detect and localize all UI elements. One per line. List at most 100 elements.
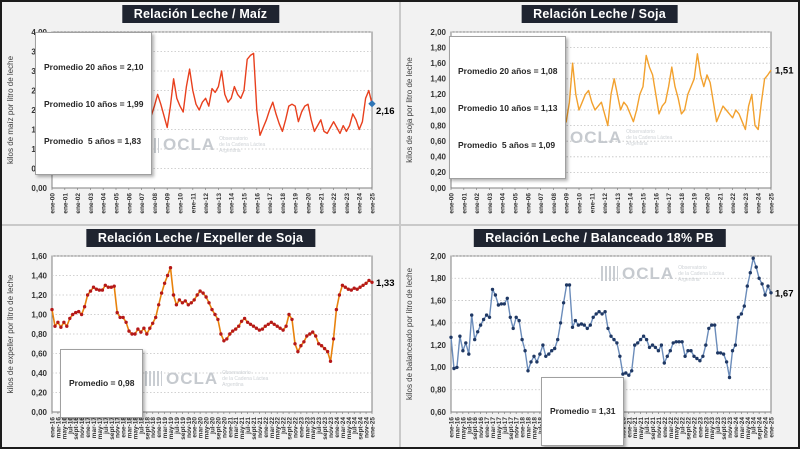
x-tick-label: sept-17 bbox=[508, 416, 515, 439]
x-tick-label: mar-24 bbox=[739, 416, 746, 438]
data-point-marker bbox=[237, 324, 241, 328]
data-point-marker bbox=[713, 322, 717, 327]
x-tick-label: ene-08 bbox=[551, 193, 558, 214]
data-point-marker bbox=[68, 316, 72, 320]
x-tick-label: may-20 bbox=[204, 416, 211, 439]
chart-panel-leche-balanceado: Relación Leche / Balanceado 18% PB 0,60 0… bbox=[401, 225, 798, 447]
data-point-marker bbox=[579, 321, 584, 326]
data-point-marker bbox=[650, 342, 655, 347]
data-point-marker bbox=[514, 315, 518, 319]
x-tick-label: mar-20 bbox=[198, 416, 205, 438]
x-tick-label: sept-24 bbox=[358, 416, 365, 439]
data-point-marker bbox=[638, 337, 643, 341]
x-tick-label: ene-01 bbox=[62, 193, 69, 214]
y-tick-label: 1,60 bbox=[430, 296, 446, 305]
legend-box-leche-soja: Promedio 20 años = 1,08 Promedio 10 años… bbox=[449, 36, 567, 180]
x-tick-label: ene-18 bbox=[679, 193, 686, 214]
average-label: Promedio = 1,31 bbox=[550, 406, 616, 417]
data-point-marker bbox=[564, 282, 569, 287]
data-point-marker bbox=[484, 312, 489, 317]
data-point-marker bbox=[242, 316, 247, 320]
x-tick-label: ene-25 bbox=[370, 416, 377, 437]
data-point-marker bbox=[535, 359, 539, 364]
data-point-marker bbox=[159, 290, 164, 295]
x-tick-label: mar-22 bbox=[668, 416, 675, 438]
data-point-marker bbox=[458, 334, 462, 338]
data-point-marker bbox=[77, 309, 81, 313]
legend-line: Promedio 20 años = 2,10 bbox=[44, 61, 144, 72]
data-point-marker bbox=[467, 351, 471, 356]
data-point-marker bbox=[91, 285, 96, 289]
data-point-marker bbox=[496, 302, 501, 307]
data-point-marker bbox=[180, 300, 185, 304]
data-point-marker bbox=[257, 327, 262, 332]
data-point-marker bbox=[204, 294, 208, 299]
y-axis-title: kilos de balanceado por litro de leche bbox=[405, 267, 414, 400]
data-point-marker bbox=[464, 340, 468, 345]
data-point-marker bbox=[636, 340, 640, 345]
data-point-marker bbox=[231, 328, 235, 333]
data-point-marker bbox=[481, 317, 486, 321]
x-tick-label: ene-11 bbox=[190, 193, 197, 214]
legend-line: Promedio 5 años = 1,09 bbox=[458, 139, 556, 150]
data-point-marker bbox=[600, 311, 604, 316]
x-tick-label: may-17 bbox=[496, 416, 503, 439]
x-tick-label: ene-05 bbox=[114, 193, 121, 214]
x-tick-label: sept-21 bbox=[251, 416, 258, 439]
x-tick-label: ene-05 bbox=[513, 193, 520, 214]
x-tick-label: sept-16 bbox=[472, 416, 479, 439]
data-point-marker bbox=[727, 375, 732, 379]
data-point-marker bbox=[186, 302, 190, 306]
x-tick-label: ene-02 bbox=[474, 193, 481, 214]
data-point-marker bbox=[165, 273, 170, 277]
data-point-marker bbox=[733, 342, 738, 347]
y-tick-label: 2,00 bbox=[430, 28, 446, 37]
data-point-marker bbox=[189, 300, 193, 304]
x-tick-label: ene-00 bbox=[50, 193, 57, 214]
data-point-marker bbox=[615, 340, 619, 345]
data-point-marker bbox=[585, 326, 589, 330]
x-tick-label: nov-21 bbox=[656, 416, 663, 437]
y-tick-label: 1,00 bbox=[31, 310, 47, 319]
x-tick-label: nov-16 bbox=[79, 416, 86, 437]
y-axis-title: kilos de soja por litro de leche bbox=[405, 57, 414, 163]
data-point-marker bbox=[671, 340, 675, 345]
end-value-label: 1,67 bbox=[775, 288, 794, 299]
data-point-marker bbox=[118, 315, 122, 319]
data-point-marker bbox=[349, 287, 353, 292]
y-tick-label: 1,20 bbox=[430, 90, 446, 99]
x-tick-label: jul-17 bbox=[502, 416, 509, 434]
chart-title-leche-expeller: Relación Leche / Expeller de Soja bbox=[85, 228, 316, 247]
data-point-marker bbox=[760, 281, 764, 286]
data-point-marker bbox=[260, 326, 265, 331]
y-tick-label: 0,00 bbox=[31, 407, 47, 416]
x-tick-label: sept-21 bbox=[650, 416, 657, 439]
chart-panel-leche-expeller: Relación Leche / Expeller de Soja 0,00 0,… bbox=[2, 225, 399, 447]
data-point-marker bbox=[612, 337, 616, 341]
data-point-marker bbox=[183, 298, 187, 303]
x-tick-label: nov-21 bbox=[257, 416, 264, 437]
x-tick-label: mar-24 bbox=[340, 416, 347, 438]
data-point-marker bbox=[245, 320, 250, 324]
x-tick-label: ene-19 bbox=[293, 193, 300, 214]
legend-line: Promedio 20 años = 1,08 bbox=[458, 65, 558, 76]
x-tick-label: sept-23 bbox=[322, 416, 329, 439]
data-point-marker bbox=[505, 296, 509, 300]
data-point-marker bbox=[603, 309, 607, 313]
data-point-marker bbox=[683, 354, 687, 358]
data-point-marker bbox=[553, 346, 557, 350]
y-tick-label: 1,20 bbox=[430, 340, 446, 349]
x-tick-label: may-21 bbox=[239, 416, 246, 439]
x-tick-label: ene-14 bbox=[229, 193, 236, 214]
data-point-marker bbox=[195, 292, 199, 297]
x-tick-label: ene-10 bbox=[577, 193, 584, 214]
data-point-marker bbox=[473, 337, 477, 341]
x-tick-label: jul-18 bbox=[537, 416, 544, 434]
data-point-marker bbox=[449, 335, 453, 339]
x-tick-label: ene-23 bbox=[743, 193, 750, 214]
data-point-marker bbox=[573, 318, 578, 322]
x-tick-label: ene-12 bbox=[602, 193, 609, 214]
data-point-marker bbox=[139, 329, 143, 334]
data-point-marker bbox=[346, 287, 350, 291]
